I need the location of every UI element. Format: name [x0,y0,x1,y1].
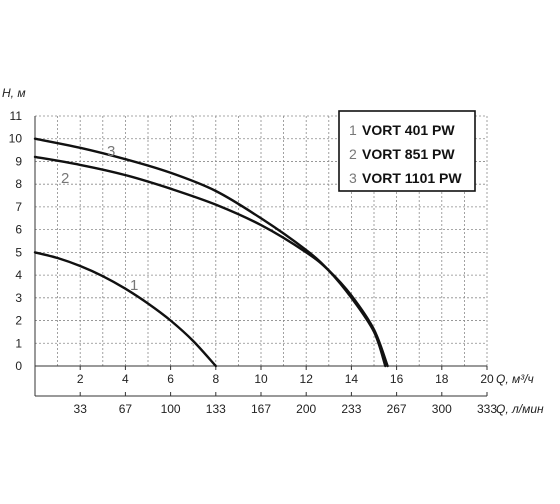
y-tick-label: 2 [15,314,22,328]
legend-item-3-label: VORT 1101 PW [362,170,462,186]
chart-axes [34,116,488,397]
y-tick-label: 8 [15,177,22,191]
x2-tick-label: 100 [161,402,181,416]
x-tick-label: 4 [122,372,129,386]
x2-tick-label: 300 [432,402,452,416]
y-tick-label: 4 [15,268,22,282]
x2-axis-title: Q, л/мин [496,402,544,416]
y-axis-title: H, м [2,86,26,100]
x-tick-label: 6 [167,372,174,386]
legend-box [338,110,476,192]
x-tick-label: 10 [254,372,268,386]
y-tick-label: 5 [15,245,22,259]
y-tick-label: 9 [15,154,22,168]
series-line-1 [33,251,217,368]
x2-tick-label: 133 [206,402,226,416]
x-tick-label: 14 [345,372,359,386]
x2-tick-label: 67 [119,402,133,416]
x-tick-label: 16 [390,372,404,386]
legend-item-1: 1 VORT 401 PW [349,122,455,138]
legend-item-3: 3 VORT 1101 PW [349,170,462,186]
legend-item-2: 2 VORT 851 PW [349,146,455,162]
y-tick-label: 10 [9,132,23,146]
legend-item-2-number: 2 [349,146,357,162]
y-tick-label: 0 [15,359,22,373]
x-tick-label: 2 [77,372,84,386]
y-tick-label: 3 [15,291,22,305]
y-tick-label: 1 [15,336,22,350]
curve-label-1: 1 [130,277,138,294]
x2-tick-label: 233 [341,402,361,416]
x2-tick-label: 33 [74,402,88,416]
y-tick-label: 11 [10,109,23,123]
legend-item-2-label: VORT 851 PW [362,146,455,162]
series-line-2 [33,155,389,368]
chart-legend: 1 VORT 401 PW 2 VORT 851 PW 3 VORT 1101 … [338,110,476,192]
curve-label-2: 2 [61,170,69,187]
x-tick-label: 18 [435,372,449,386]
x-tick-label: 8 [212,372,219,386]
legend-item-3-number: 3 [349,170,357,186]
x-axis-title: Q, м³/ч [496,372,534,386]
x2-tick-label: 333 [477,402,497,416]
x2-tick-label: 167 [251,402,271,416]
legend-item-1-label: VORT 401 PW [362,122,455,138]
y-tick-label: 6 [15,223,22,237]
curve-label-3: 3 [107,143,115,160]
chart-series-lines [33,137,389,368]
series-line-3 [33,137,387,368]
x-tick-label: 12 [300,372,314,386]
x2-tick-label: 200 [296,402,316,416]
x2-tick-label: 267 [387,402,407,416]
y-tick-label: 7 [15,200,22,214]
legend-item-1-number: 1 [349,122,357,138]
x-tick-label: 20 [480,372,494,386]
